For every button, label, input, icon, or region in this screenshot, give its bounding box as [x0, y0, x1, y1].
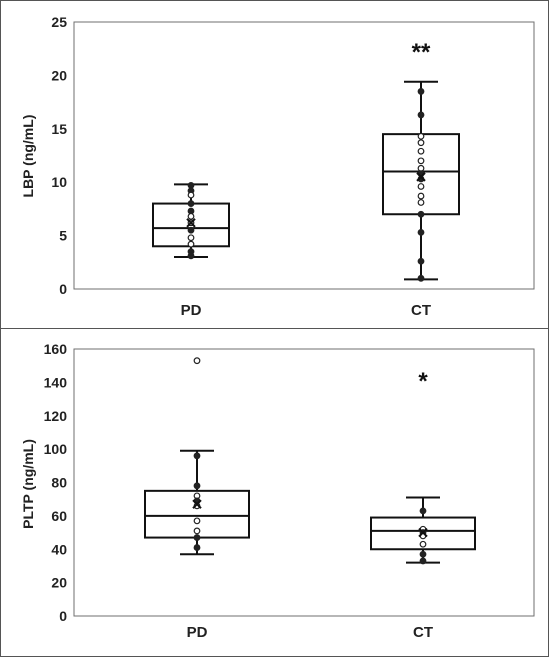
data-point [417, 88, 425, 95]
y-tick-label: 100 [44, 441, 68, 457]
y-tick-label: 80 [51, 475, 67, 491]
mean-marker [192, 499, 202, 509]
data-point [193, 527, 201, 535]
category-label: CT [411, 302, 431, 319]
y-tick-label: 25 [51, 14, 67, 30]
data-point [417, 210, 425, 218]
y-axis-label: LBP (ng/mL) [20, 115, 36, 198]
y-tick-label: 60 [51, 508, 67, 524]
data-point [417, 111, 425, 119]
data-point [419, 550, 427, 558]
y-tick-label: 140 [44, 374, 68, 390]
data-point [193, 534, 201, 541]
plot-area [73, 348, 535, 617]
data-point [417, 132, 425, 140]
data-point [417, 139, 425, 147]
data-point [187, 226, 195, 234]
data-point [419, 507, 427, 515]
significance-marker: * [418, 368, 428, 395]
y-tick-label: 0 [59, 281, 67, 297]
data-point [417, 192, 425, 200]
data-point [187, 234, 195, 242]
y-tick-label: 5 [59, 228, 67, 244]
data-point [417, 183, 425, 190]
y-tick-label: 120 [44, 408, 68, 424]
y-tick-label: 10 [51, 174, 67, 190]
lbp-boxplot: 0 5 10 15 20 25 PD CT ** LBP (ng/mL) [20, 14, 535, 319]
y-tick-label: 20 [51, 575, 67, 591]
y-tick-label: 15 [51, 121, 67, 137]
mean-marker [416, 172, 426, 182]
data-point [417, 228, 425, 236]
data-point [419, 540, 427, 548]
lbp-panel: 0 5 10 15 20 25 PD CT ** LBP (ng/mL) [0, 0, 549, 329]
data-point [417, 199, 425, 206]
y-tick-label: 160 [44, 341, 68, 357]
data-point [193, 452, 201, 460]
data-point [187, 252, 195, 260]
data-point [417, 157, 425, 165]
category-label: PD [187, 624, 208, 641]
plot-area [73, 21, 535, 290]
data-point [417, 257, 425, 265]
data-point [187, 212, 195, 220]
data-point [419, 557, 427, 565]
y-tick-label: 0 [59, 608, 67, 624]
data-point [193, 357, 201, 365]
y-tick-label: 40 [51, 541, 67, 557]
data-point [417, 274, 425, 282]
data-point [417, 147, 425, 155]
y-axis-label: PLTP (ng/mL) [20, 439, 36, 529]
pltp-panel: 0 20 40 60 80 100 120 140 160 PD CT * PLTP (ng/mL) [0, 328, 549, 657]
y-tick-label: 20 [51, 67, 67, 83]
significance-marker: ** [412, 39, 431, 66]
pltp-boxplot: 0 20 40 60 80 100 120 140 160 PD CT * PLTP (ng/mL) [20, 341, 535, 641]
data-point [187, 200, 195, 207]
data-point [193, 517, 201, 525]
data-point [187, 240, 195, 248]
category-label: CT [413, 624, 433, 641]
mean-marker [186, 218, 196, 228]
data-point [193, 544, 201, 551]
data-point [193, 482, 201, 490]
data-point [187, 191, 195, 199]
mean-marker [418, 527, 428, 538]
category-label: PD [181, 302, 202, 319]
